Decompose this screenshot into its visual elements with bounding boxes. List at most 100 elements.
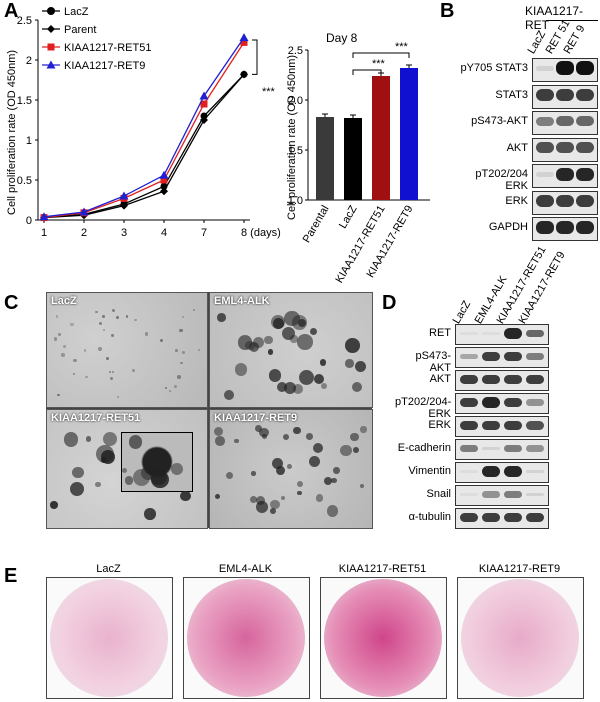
blot-band bbox=[576, 116, 594, 126]
cell-colony bbox=[55, 315, 58, 318]
line-x-tick-label: 7 bbox=[201, 227, 207, 239]
panel-b-row-label: GAPDH bbox=[488, 221, 528, 233]
cell-colony bbox=[215, 436, 225, 447]
cell-colony bbox=[53, 337, 57, 341]
blot-band bbox=[504, 328, 522, 339]
bar-category-label: LacZ bbox=[337, 203, 360, 230]
cell-colony bbox=[345, 359, 354, 368]
cell-colony bbox=[168, 390, 172, 393]
legend-marker bbox=[47, 25, 55, 33]
panel-d-row-label: Vimentin bbox=[408, 465, 451, 477]
panel-label-d: D bbox=[382, 292, 397, 314]
cell-colony bbox=[313, 373, 325, 385]
panel-b-row-label: pT202/204 ERK bbox=[475, 168, 528, 192]
well-circle bbox=[50, 579, 168, 697]
cell-colony bbox=[326, 505, 339, 517]
line-point bbox=[160, 187, 168, 196]
line-x-tick-label: 1 bbox=[41, 227, 47, 239]
line-y-tick-label: 2.5 bbox=[17, 15, 32, 27]
blot-band bbox=[460, 469, 478, 474]
cell-colony bbox=[192, 308, 196, 312]
legend-label: KIAA1217-RET9 bbox=[64, 60, 145, 72]
blot-band bbox=[460, 353, 478, 360]
cell-colony bbox=[150, 470, 169, 489]
blot-band bbox=[526, 469, 544, 474]
micrograph-label-lacz: LacZ bbox=[51, 295, 77, 307]
cell-colony bbox=[50, 501, 58, 509]
panel-b-blot: KIAA1217-RET LacZ RET 51 RET 9 pY705 STAT3… bbox=[450, 0, 600, 250]
cell-colony bbox=[73, 358, 77, 363]
well-circle bbox=[187, 579, 305, 697]
cell-colony bbox=[61, 353, 65, 357]
blot-band bbox=[460, 420, 478, 431]
cell-colony bbox=[296, 481, 303, 488]
micrograph-kiaa1217-ret9: KIAA1217-RET9 bbox=[209, 409, 373, 529]
bar bbox=[316, 117, 334, 200]
panel-d-blot-strip bbox=[455, 416, 549, 437]
cell-colony bbox=[116, 395, 119, 398]
panel-d-row-label: AKT bbox=[429, 373, 451, 385]
cell-colony bbox=[175, 349, 178, 352]
blot-band bbox=[504, 445, 522, 452]
cell-colony bbox=[287, 464, 292, 469]
cell-colony bbox=[297, 491, 302, 496]
cell-colony bbox=[85, 375, 88, 379]
cell-colony bbox=[103, 329, 106, 332]
cell-colony bbox=[254, 425, 262, 433]
panel-d-blot-strip bbox=[455, 393, 549, 414]
panel-b-row-label: pS473-AKT bbox=[471, 115, 528, 127]
line-y-tick-label: 2 bbox=[26, 55, 32, 67]
cell-colony bbox=[270, 507, 277, 515]
cell-colony bbox=[350, 433, 359, 442]
blot-band bbox=[460, 512, 478, 523]
blot-band bbox=[556, 220, 574, 234]
cell-colony bbox=[124, 475, 134, 485]
panel-label-c: C bbox=[4, 292, 19, 314]
blot-band bbox=[460, 397, 478, 408]
cell-colony bbox=[352, 382, 363, 393]
cell-colony bbox=[333, 467, 340, 474]
blot-band bbox=[482, 332, 500, 335]
legend-marker bbox=[47, 43, 55, 51]
transwell-image bbox=[46, 577, 173, 699]
cell-colony bbox=[298, 370, 315, 386]
well-caption: EML4-ALK bbox=[218, 563, 273, 575]
line-point bbox=[159, 170, 169, 179]
line-sig-bracket bbox=[252, 39, 258, 75]
cell-colony bbox=[297, 334, 313, 350]
blot-band bbox=[526, 353, 544, 360]
cell-colony bbox=[111, 308, 115, 312]
bar-y-tick-label: 1.0 bbox=[288, 195, 303, 207]
cell-colony bbox=[111, 370, 114, 373]
line-point bbox=[200, 116, 208, 124]
cell-colony bbox=[293, 426, 301, 435]
line-y-tick-label: 0 bbox=[26, 215, 32, 227]
blot-band bbox=[482, 466, 500, 477]
panel-b-row-label: STAT3 bbox=[495, 88, 528, 101]
cell-colony bbox=[283, 433, 290, 440]
blot-band bbox=[460, 332, 478, 335]
blot-band bbox=[536, 142, 554, 153]
line-point bbox=[240, 38, 248, 46]
cell-colony bbox=[99, 321, 103, 326]
panel-b-blot-strip bbox=[532, 84, 598, 109]
line-point bbox=[200, 100, 208, 108]
cell-colony bbox=[275, 466, 285, 475]
cell-colony bbox=[71, 466, 84, 479]
cell-colony bbox=[226, 472, 234, 480]
panel-d-row-label: ERK bbox=[428, 419, 451, 431]
panel-b-blot-strip bbox=[532, 137, 598, 162]
line-point bbox=[239, 33, 249, 42]
blot-band bbox=[536, 220, 554, 234]
bar-y-tick-label: 2.5 bbox=[288, 45, 303, 57]
cell-colony bbox=[272, 458, 284, 470]
cell-colony bbox=[234, 438, 240, 444]
cell-colony bbox=[267, 349, 274, 355]
blot-band bbox=[536, 65, 554, 71]
cell-colony bbox=[180, 490, 192, 502]
micrograph-kiaa1217-ret51: KIAA1217-RET51 bbox=[46, 409, 208, 529]
legend-label: KIAA1217-RET51 bbox=[64, 42, 151, 54]
cell-colony bbox=[98, 347, 103, 352]
blot-band bbox=[504, 512, 522, 523]
cell-colony bbox=[128, 435, 142, 449]
